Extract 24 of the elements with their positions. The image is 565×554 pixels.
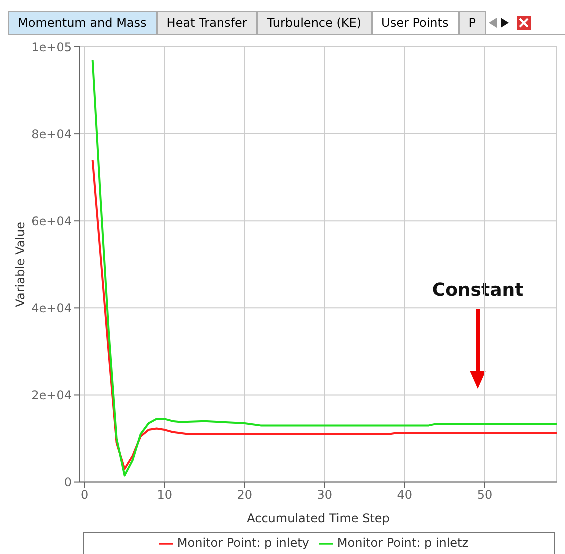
x-axis-title: Accumulated Time Step (247, 511, 390, 526)
y-tick-label: 0 (64, 476, 72, 490)
y-tick-label: 6e+04 (32, 214, 72, 228)
text: Turbulence (KE) (257, 11, 372, 34)
legend-label: Monitor Point: p inletz (337, 536, 469, 550)
x-tick-label: 20 (237, 488, 253, 502)
x-tick-label: 50 (477, 488, 493, 502)
y-tick-label: 1e+05 (32, 40, 72, 54)
line-series (92, 159, 557, 470)
legend-label: Monitor Point: p inlety (177, 536, 310, 550)
y-axis-title: Variable Value (13, 222, 28, 308)
y-tick-label: 4e+04 (32, 301, 72, 316)
text: User Points (372, 11, 459, 34)
line-series (92, 59, 557, 477)
x-tick-label: 30 (317, 488, 333, 502)
text: Momentum and Mass (8, 11, 157, 34)
y-tick-label: 8e+04 (32, 127, 72, 142)
x-tick-label: 40 (397, 488, 413, 502)
text: P (458, 11, 486, 34)
text: Heat Transfer (156, 11, 258, 34)
x-tick-label: 0 (80, 488, 89, 502)
x-tick-label: 10 (157, 488, 172, 502)
annotation: Constant (431, 280, 525, 301)
y-tick-label: 2e+04 (32, 388, 72, 402)
